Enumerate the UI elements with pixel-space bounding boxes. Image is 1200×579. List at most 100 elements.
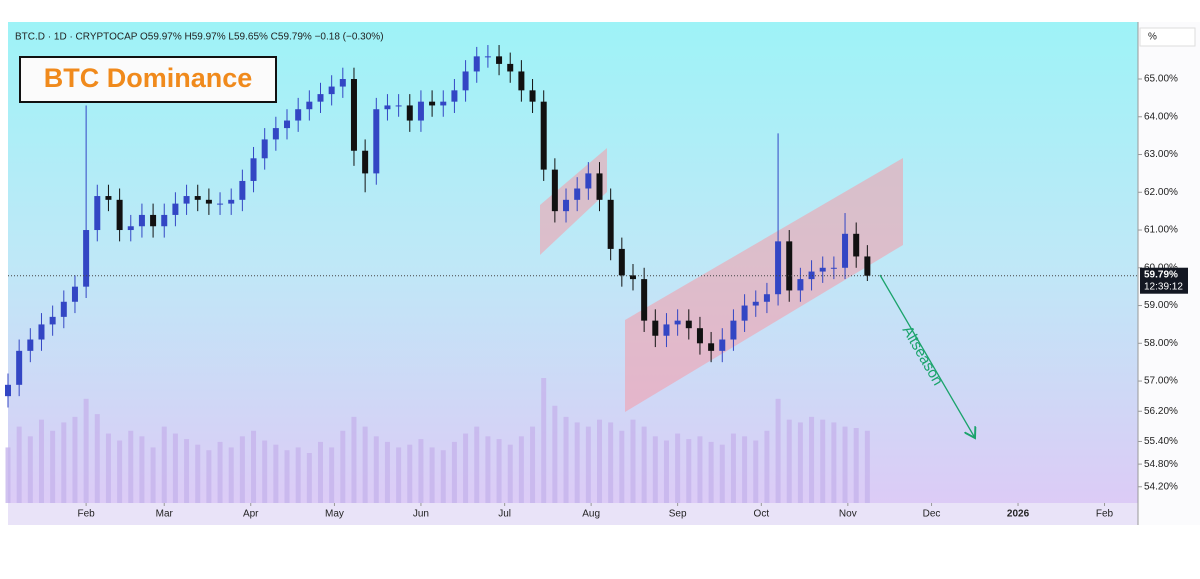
candle-body bbox=[127, 226, 134, 231]
volume-bar bbox=[686, 439, 692, 503]
candle-body bbox=[719, 339, 726, 351]
candle-body bbox=[473, 56, 480, 72]
candle-body bbox=[496, 56, 503, 64]
candle-body bbox=[5, 384, 11, 397]
x-tick-label: Mar bbox=[156, 509, 174, 520]
x-tick-label: Jun bbox=[413, 509, 429, 520]
candle-body bbox=[284, 120, 291, 129]
volume-bar bbox=[451, 441, 457, 503]
candle-body bbox=[864, 256, 871, 276]
volume-bar bbox=[764, 430, 770, 503]
volume-bar bbox=[228, 447, 234, 503]
candle-body bbox=[205, 199, 212, 204]
candle-body bbox=[362, 150, 369, 174]
volume-bar bbox=[295, 447, 301, 503]
unit-box bbox=[1139, 27, 1196, 47]
candle-body bbox=[16, 350, 23, 385]
volume-bar bbox=[630, 419, 636, 503]
countdown: 12:39:12 bbox=[1144, 281, 1183, 292]
candle-body bbox=[775, 241, 782, 295]
y-tick-label: 54.20% bbox=[1144, 481, 1178, 492]
candle-body bbox=[384, 105, 391, 110]
candle-body bbox=[272, 128, 279, 140]
volume-bar bbox=[217, 441, 223, 503]
volume-bar bbox=[72, 416, 78, 503]
volume-bar bbox=[853, 428, 859, 503]
y-tick-label: 65.00% bbox=[1144, 74, 1178, 85]
candle-body bbox=[317, 94, 324, 102]
volume-bar bbox=[273, 444, 279, 503]
x-tick-label: Sep bbox=[669, 509, 687, 520]
candle-body bbox=[38, 324, 45, 340]
volume-bar bbox=[38, 419, 44, 503]
candle-body bbox=[629, 275, 636, 280]
x-tick-label: 2026 bbox=[1007, 509, 1030, 520]
title-box bbox=[19, 56, 277, 103]
y-tick-label: 61.00% bbox=[1144, 225, 1178, 236]
volume-bar bbox=[329, 447, 335, 503]
candle-body bbox=[172, 203, 179, 215]
volume-bar bbox=[262, 440, 268, 503]
candle-body bbox=[250, 158, 257, 181]
volume-bar bbox=[340, 430, 346, 503]
y-unit: % bbox=[1148, 32, 1157, 43]
candle-body bbox=[730, 320, 737, 340]
candle-body bbox=[518, 71, 525, 91]
volume-bar bbox=[172, 433, 178, 503]
candle-body bbox=[417, 101, 424, 121]
x-tick-label: Apr bbox=[243, 509, 259, 520]
volume-bar bbox=[362, 426, 368, 503]
volume-bar bbox=[429, 447, 435, 503]
candle-body bbox=[842, 233, 849, 268]
candles bbox=[5, 45, 871, 408]
volume-bar bbox=[652, 436, 658, 503]
volume-bar bbox=[842, 426, 848, 503]
y-tick-label: 63.00% bbox=[1144, 149, 1178, 160]
x-tick-label: Jul bbox=[498, 509, 511, 520]
candle-body bbox=[696, 328, 703, 344]
volume-bar bbox=[317, 441, 323, 503]
price-label: 59.79% bbox=[1144, 269, 1178, 280]
y-tick-label: 58.00% bbox=[1144, 338, 1178, 349]
volume-bar bbox=[831, 422, 837, 503]
candle-body bbox=[194, 196, 201, 200]
y-tick-label: 56.20% bbox=[1144, 406, 1178, 417]
volume-bar bbox=[775, 398, 781, 503]
volume-bar bbox=[608, 422, 614, 503]
volume-bar bbox=[597, 419, 603, 503]
volume-bar bbox=[206, 450, 212, 503]
volume-bar bbox=[797, 422, 803, 503]
volume-bar bbox=[195, 444, 201, 503]
candle-body bbox=[529, 90, 536, 102]
candle-body bbox=[763, 294, 770, 302]
candle-body bbox=[161, 214, 168, 227]
volume-bar bbox=[440, 450, 446, 503]
y-tick-label: 62.00% bbox=[1144, 187, 1178, 198]
candle-body bbox=[507, 63, 514, 72]
x-tick-label: May bbox=[325, 509, 344, 520]
volume-bar bbox=[708, 441, 714, 503]
candle-body bbox=[83, 230, 90, 287]
volume-bar bbox=[463, 433, 469, 503]
candle-body bbox=[350, 79, 357, 151]
candle-body bbox=[239, 180, 246, 200]
candle-body bbox=[607, 199, 614, 249]
volume-bar bbox=[697, 436, 703, 503]
candle-body bbox=[674, 320, 681, 325]
volume-bar bbox=[730, 433, 736, 503]
candle-body bbox=[484, 56, 491, 58]
y-tick-label: 57.00% bbox=[1144, 376, 1178, 387]
candle-body bbox=[306, 101, 313, 110]
candle-body bbox=[563, 199, 570, 212]
candle-body bbox=[373, 109, 380, 174]
volume-bar bbox=[16, 426, 22, 503]
candle-body bbox=[574, 188, 581, 200]
volume-bar bbox=[83, 398, 89, 503]
y-tick-label: 59.00% bbox=[1144, 300, 1178, 311]
candle-body bbox=[451, 90, 458, 102]
volume-bar bbox=[407, 444, 413, 503]
header: BTC.D · 1D · CRYPTOCAP O59.97% H59.97% L… bbox=[15, 32, 384, 43]
volume-bar bbox=[306, 453, 312, 503]
volume-bar bbox=[619, 430, 625, 503]
